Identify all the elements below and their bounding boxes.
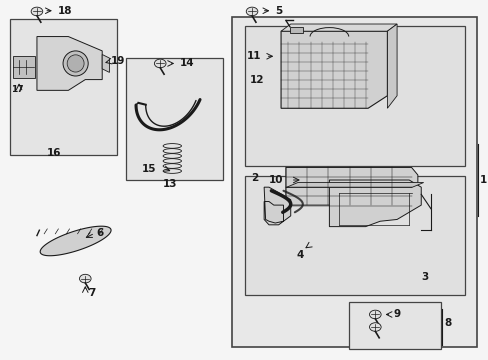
Bar [126,58,223,180]
Text: 11: 11 [247,51,261,61]
Text: 5: 5 [275,6,282,16]
Ellipse shape [67,55,84,72]
Text: 2: 2 [250,173,258,183]
Text: 6: 6 [96,228,103,238]
Text: 14: 14 [179,58,194,68]
Polygon shape [329,180,420,226]
Polygon shape [281,31,386,108]
Polygon shape [40,226,111,256]
Polygon shape [264,187,290,225]
Text: 17: 17 [11,85,24,94]
Text: 13: 13 [163,179,177,189]
Polygon shape [289,27,302,33]
Text: 9: 9 [392,310,400,319]
Polygon shape [102,54,109,72]
Polygon shape [386,24,396,108]
Circle shape [246,7,257,16]
Text: 15: 15 [142,163,156,174]
Circle shape [80,274,91,283]
Text: 4: 4 [296,250,303,260]
Circle shape [31,7,42,16]
Polygon shape [37,37,102,90]
Text: 16: 16 [46,148,61,158]
Text: 1: 1 [479,175,487,185]
Polygon shape [285,167,417,205]
Text: 8: 8 [444,319,451,328]
Circle shape [369,310,380,319]
Bar [244,176,464,295]
Bar [244,26,464,166]
Circle shape [369,323,380,331]
Text: 7: 7 [88,288,96,298]
Text: 10: 10 [268,175,283,185]
Circle shape [154,59,165,68]
Text: 19: 19 [111,56,125,66]
Bar [348,302,440,348]
Polygon shape [285,183,423,188]
Polygon shape [13,56,35,78]
Polygon shape [281,24,396,31]
Bar [10,19,117,155]
Text: 3: 3 [420,272,427,282]
Text: 18: 18 [58,6,72,16]
Bar [231,17,476,347]
Ellipse shape [63,51,88,76]
Text: 12: 12 [249,75,264,85]
